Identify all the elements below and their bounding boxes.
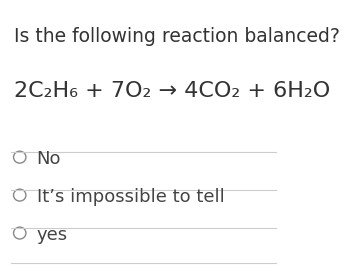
- Text: No: No: [37, 150, 61, 168]
- Text: yes: yes: [37, 226, 68, 244]
- Text: It’s impossible to tell: It’s impossible to tell: [37, 188, 224, 206]
- Text: Is the following reaction balanced?: Is the following reaction balanced?: [14, 27, 340, 46]
- Text: 2C₂H₆ + 7O₂ → 4CO₂ + 6H₂O: 2C₂H₆ + 7O₂ → 4CO₂ + 6H₂O: [14, 81, 330, 101]
